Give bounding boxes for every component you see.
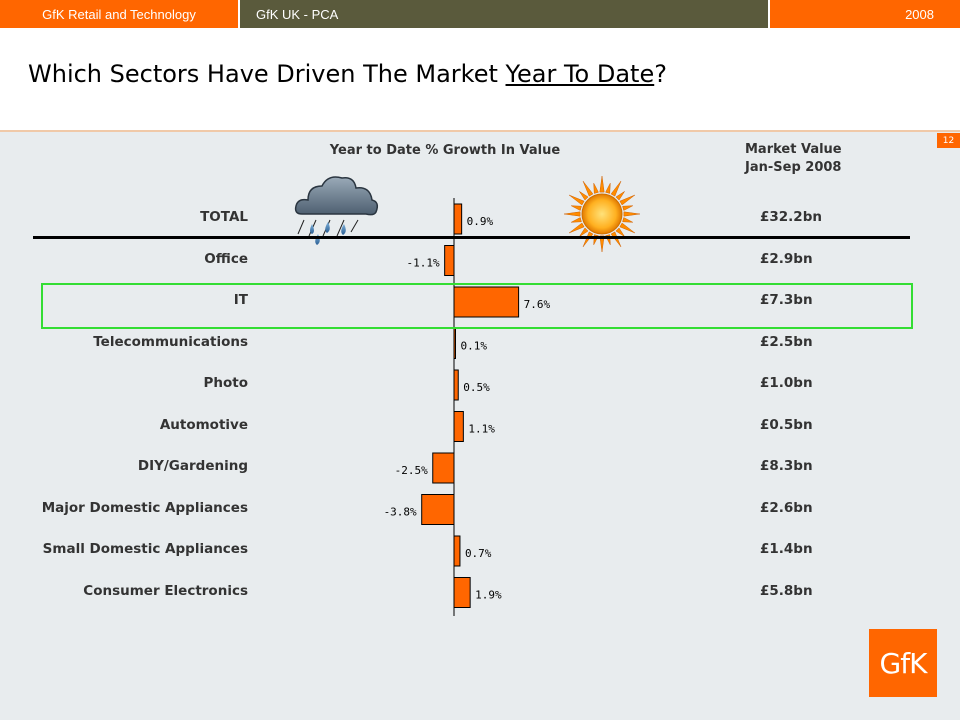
sun-ray [568,194,585,206]
category-label: Photo [203,375,248,391]
gfk-logo: GfK [869,629,937,697]
data-label: -3.8% [384,506,417,519]
data-label: 0.7% [465,547,492,560]
bar [453,369,459,401]
bar [432,452,455,484]
category-label: Small Domestic Appliances [42,541,248,557]
bar [453,411,464,442]
data-label: 0.1% [461,340,488,353]
page-number: 12 [937,133,960,148]
sun-ray [599,235,605,253]
data-label: -1.1% [407,257,440,270]
sun-ray [599,175,605,193]
bar [421,494,455,525]
bar [453,203,463,235]
sun-ray [593,182,599,194]
rain-cloud-icon [292,172,382,254]
data-label: 0.5% [463,381,490,394]
sun-ray [568,222,585,234]
it-highlight-box [41,283,913,329]
market-value: £0.5bn [760,416,813,433]
market-value: £8.3bn [760,458,813,474]
category-label: IT [233,292,248,308]
page-title: Which Sectors Have Driven The Market Yea… [28,60,667,88]
bar [453,535,461,567]
total-separator-line [33,236,910,239]
market-value: £1.0bn [760,375,813,391]
market-value-header-line1: Market Value [745,142,842,157]
org-label: GfK Retail and Technology [0,0,238,28]
market-value: £2.9bn [760,250,813,267]
market-value: £2.5bn [760,333,813,350]
market-value: £7.3bn [760,292,813,308]
sun-ray [623,211,641,217]
market-value: £32.2bn [760,209,822,225]
category-label: DIY/Gardening [137,458,248,474]
sun-ray [619,194,636,206]
sun-ray [615,191,625,201]
sun-icon [562,174,642,258]
sun-ray [622,205,634,211]
category-label: Consumer Electronics [83,582,248,599]
sun-ray [605,182,611,194]
bar [453,577,471,608]
sun-ray [579,191,589,201]
chart-title: Year to Date % Growth In Value [329,143,561,158]
category-label: Major Domestic Appliances [41,499,248,516]
bar [444,245,455,276]
data-label: 1.9% [475,589,502,602]
sun-ray [582,180,594,197]
category-label: Telecommunications [93,333,248,350]
sun-ray [622,217,634,223]
category-label: TOTAL [200,209,248,225]
bar [453,328,456,359]
market-value: £2.6bn [760,499,813,516]
sun-ray [579,227,589,237]
sun-ray [610,231,622,248]
bar [453,286,520,318]
sun-ray [563,211,581,217]
title-bar: Which Sectors Have Driven The Market Yea… [0,28,960,132]
project-label: GfK UK - PCA [240,0,768,28]
category-label: Automotive [159,416,248,433]
header-bar: GfK Retail and Technology GfK UK - PCA 2… [0,0,960,28]
category-label: Office [204,250,248,267]
data-label: 7.6% [524,298,551,311]
sun-ray [570,205,582,211]
market-value: £1.4bn [760,541,813,557]
sun-ray [619,222,636,234]
sun-ray [615,227,625,237]
data-label: 0.9% [467,215,494,228]
sun-ray [610,180,622,197]
year-label: 2008 [770,0,960,28]
sun-ray [570,217,582,223]
data-label: -2.5% [395,464,428,477]
market-value: £5.8bn [760,582,813,599]
market-value-header: Market Value Jan-Sep 2008 [745,141,842,177]
sun-ray [582,231,594,248]
data-label: 1.1% [468,423,495,436]
market-value-header-line2: Jan-Sep 2008 [745,160,842,175]
